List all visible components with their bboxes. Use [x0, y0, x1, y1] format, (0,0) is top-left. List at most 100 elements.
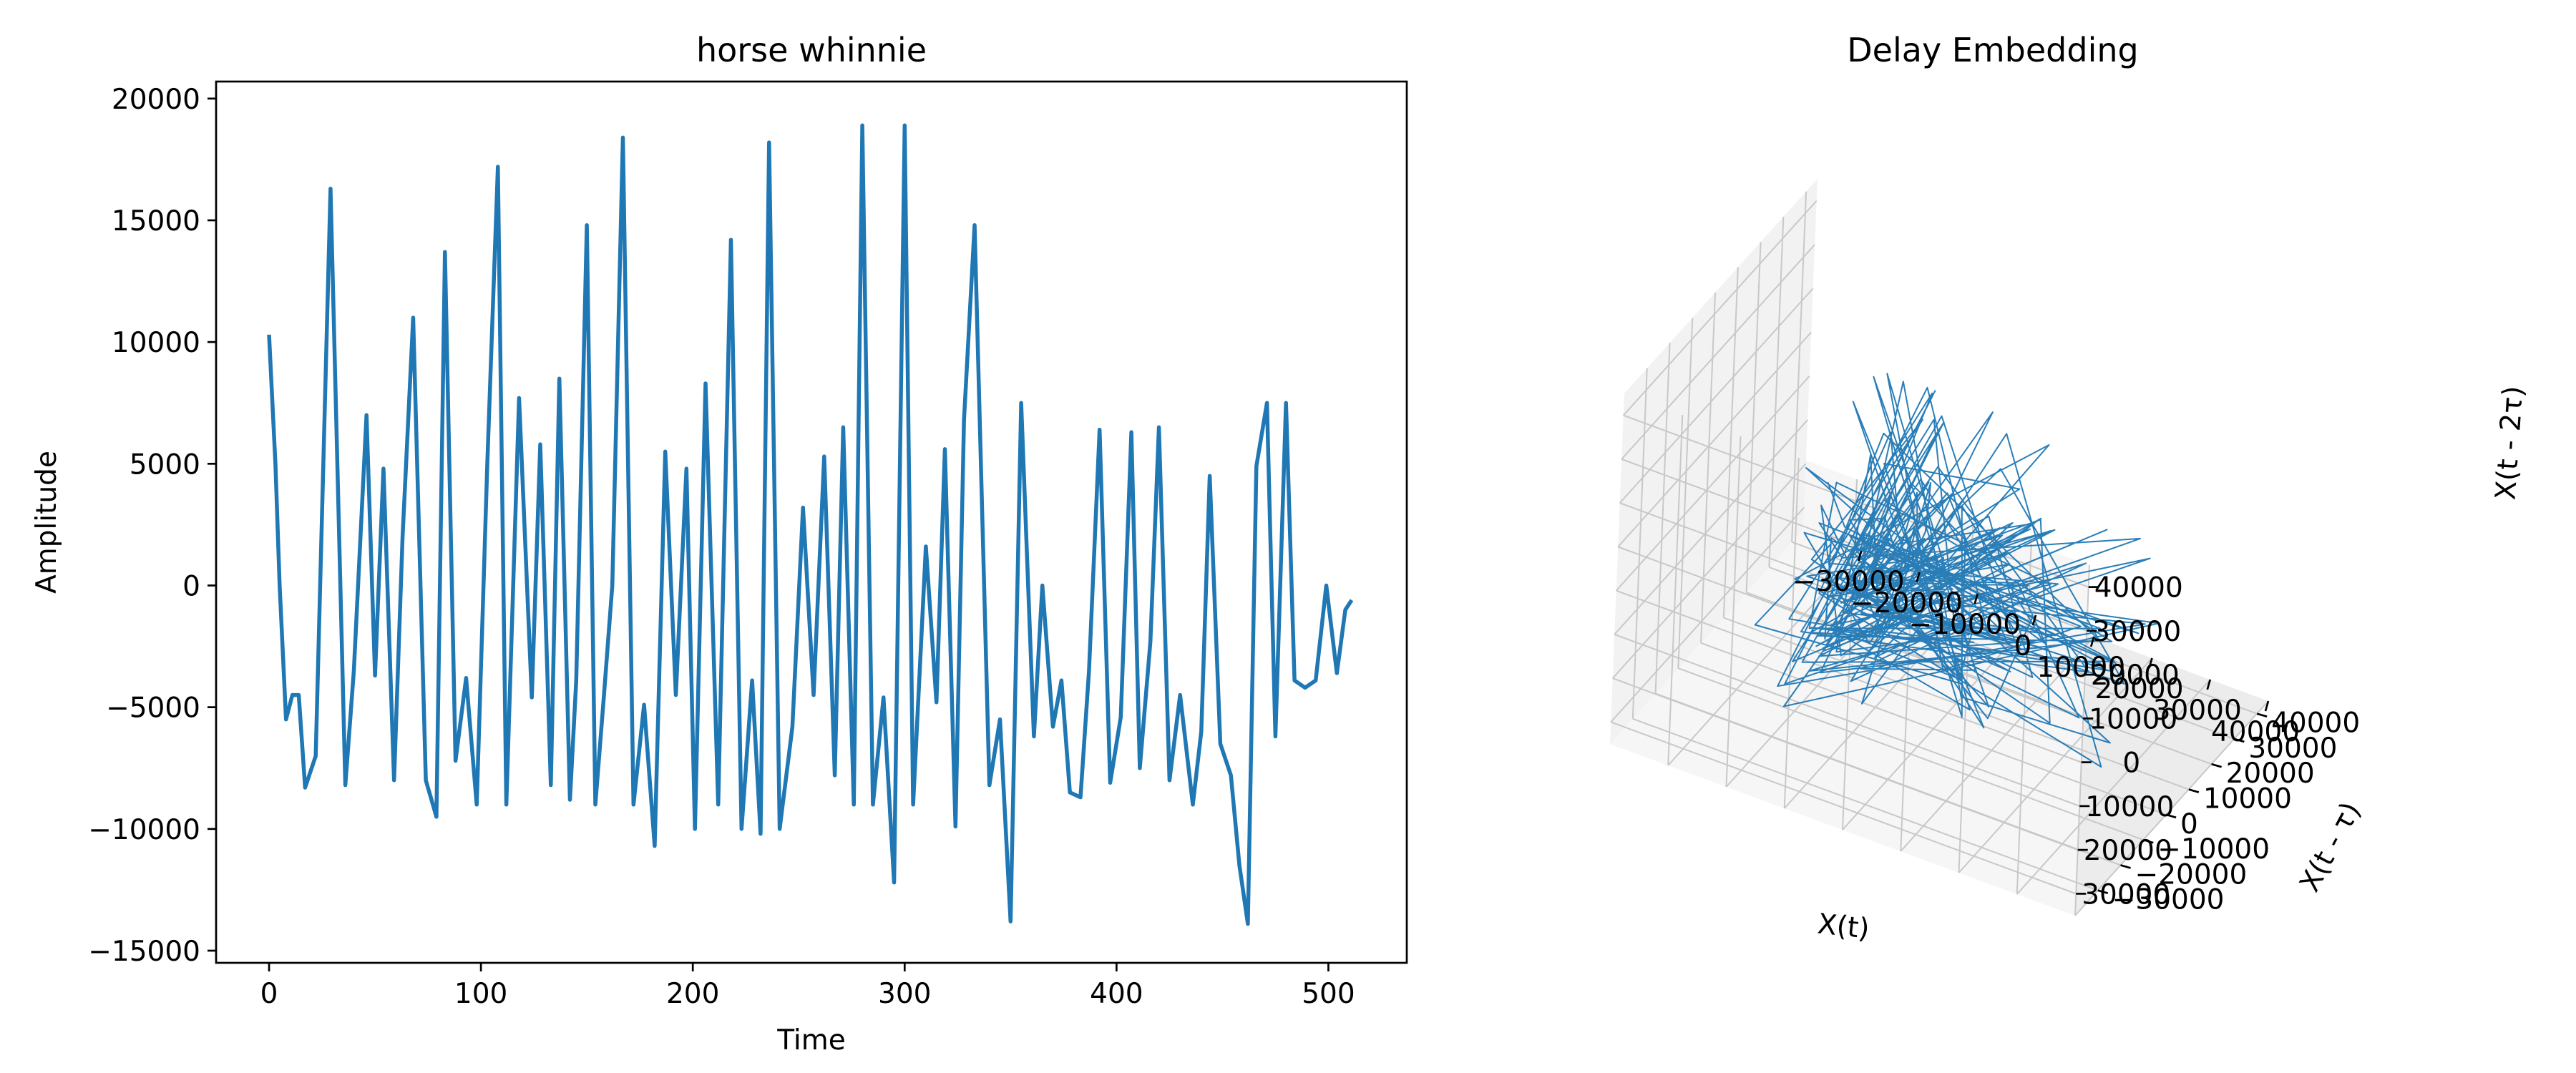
grid-line: [1667, 414, 1684, 766]
grid-line: [1768, 216, 1785, 567]
grid-line: [1632, 717, 2099, 891]
grid-line: [1631, 368, 1648, 719]
x-tick-label: 30000: [2153, 695, 2242, 727]
y-tick-label: −10000: [2157, 833, 2270, 866]
y-tick-label: −30000: [2112, 884, 2225, 916]
z-tick-label: 20000: [2091, 660, 2180, 692]
x-tick-mark: [2264, 700, 2270, 712]
grid-line: [1723, 617, 2190, 790]
time-series-title: horse whinnie: [696, 31, 927, 69]
z-tick-label: 20000: [2084, 835, 2172, 867]
time-series-x-ticks: 0 100 200 300 400 500: [260, 963, 1355, 1010]
x-tick-label: 300: [878, 978, 931, 1010]
x-tick-mark: [2206, 679, 2212, 690]
delay-embedding-trajectory: [1754, 373, 2160, 768]
time-series-line-group: [267, 123, 1354, 926]
grid-line: [1791, 191, 1807, 542]
y-tick-mark: [2120, 864, 2131, 869]
grid-line: [1616, 375, 1810, 592]
y-tick-label: −20000: [2135, 858, 2248, 891]
grid-line: [1623, 200, 1818, 416]
grid-line: [1617, 331, 1812, 548]
x-tick-label: −20000: [1850, 587, 1963, 619]
y-tick-mark: [2165, 813, 2177, 819]
x-tick-label: 400: [1090, 978, 1143, 1010]
y-tick-mark: [2142, 838, 2154, 844]
delay-embedding-title: Delay Embedding: [1847, 31, 2138, 69]
x-tick-mark: [2031, 614, 2037, 626]
x-tick-label: 40000: [2211, 716, 2300, 748]
grid-line: [1677, 318, 1694, 669]
grid-line: [1677, 667, 2144, 841]
grid-line: [1700, 642, 2167, 815]
grid-line: [1725, 436, 1742, 788]
time-series-plot: horse whinnie 0 100 200 300 400 500 −15000 −10…: [31, 31, 1408, 1057]
z-tick-label: 10000: [2085, 791, 2174, 823]
y-tick-label: 5000: [130, 449, 200, 481]
y-tick-label: 20000: [2226, 758, 2315, 790]
x-tick-label: −10000: [1908, 609, 2021, 641]
delay-embedding-x-label: X(t): [1816, 908, 1871, 945]
x-tick-mark: [2089, 636, 2095, 647]
x-tick-label: 0: [2014, 630, 2032, 662]
y-tick-label: 40000: [2271, 707, 2360, 740]
grid-line: [1610, 721, 2077, 895]
grid-line: [1614, 633, 2080, 807]
grid-line: [1614, 419, 1808, 635]
time-series-y-ticks: −15000 −10000 −5000 0 5000 10000 15000 20000: [88, 84, 216, 968]
y-tick-mark: [2097, 889, 2109, 895]
grid-line: [2016, 679, 2211, 895]
x-tick-mark: [2148, 657, 2153, 669]
grid-line: [1722, 267, 1739, 618]
delay-embedding-z-label: X(t - 2τ): [2490, 385, 2530, 501]
x-tick-mark: [1974, 593, 1979, 604]
grid-line: [1745, 242, 1762, 593]
grid-line: [1610, 506, 1805, 723]
grid-line: [1612, 463, 1807, 679]
y-tick-label: −10000: [88, 814, 200, 846]
x-tick-label: 0: [260, 978, 278, 1010]
y-tick-label: 10000: [2203, 783, 2292, 815]
y-tick-label: 0: [182, 570, 200, 602]
x-tick-label: 200: [666, 978, 719, 1010]
z-tick-label: 0: [2122, 748, 2140, 780]
y-tick-label: 10000: [112, 327, 200, 359]
x-tick-label: 500: [1302, 978, 1355, 1010]
grid-line: [1700, 292, 1717, 643]
x-tick-label: 100: [454, 978, 507, 1010]
time-series-x-label: Time: [776, 1024, 845, 1057]
grid-line: [1900, 636, 2094, 852]
z-tick-label: 30000: [2082, 878, 2170, 911]
time-series-y-label: Amplitude: [31, 451, 63, 594]
amplitude-line: [267, 123, 1354, 926]
y-tick-mark: [2211, 763, 2222, 768]
y-tick-label: −15000: [88, 936, 200, 968]
y-tick-label: 15000: [112, 205, 200, 237]
x-tick-label: 10000: [2036, 652, 2125, 684]
y-tick-mark: [2188, 788, 2200, 793]
grid-line: [1616, 589, 2082, 763]
z-tick-label: 40000: [2094, 572, 2183, 604]
delay-embedding-plot: Delay Embedding −30000−20000−10000010000…: [1610, 31, 2530, 946]
delay-embedding-y-label: X(t - τ): [2293, 797, 2367, 897]
y-tick-label: 0: [2180, 808, 2198, 841]
grid-line: [1621, 244, 1815, 460]
x-tick-label: 20000: [2094, 673, 2183, 705]
y-tick-label: −5000: [106, 692, 200, 725]
y-tick-label: 20000: [112, 84, 200, 116]
embedding-trajectory-line: [1754, 373, 2160, 768]
z-tick-label: 30000: [2092, 616, 2181, 648]
side-pane: [1610, 179, 1818, 744]
grid-line: [2074, 700, 2269, 916]
y-tick-mark: [2256, 712, 2268, 717]
z-tick-label: 10000: [2089, 703, 2177, 735]
time-series-axes-frame: [215, 80, 1408, 964]
x-tick-mark: [1857, 550, 1863, 562]
y-tick-mark: [2233, 738, 2245, 743]
grid-line: [1619, 288, 1814, 504]
x-tick-label: −30000: [1792, 566, 1905, 598]
grid-line: [1958, 657, 2153, 873]
delay-embedding-ticks: −30000−20000−10000010000200003000040000−…: [1792, 550, 2360, 916]
grid-line: [1612, 677, 2079, 851]
